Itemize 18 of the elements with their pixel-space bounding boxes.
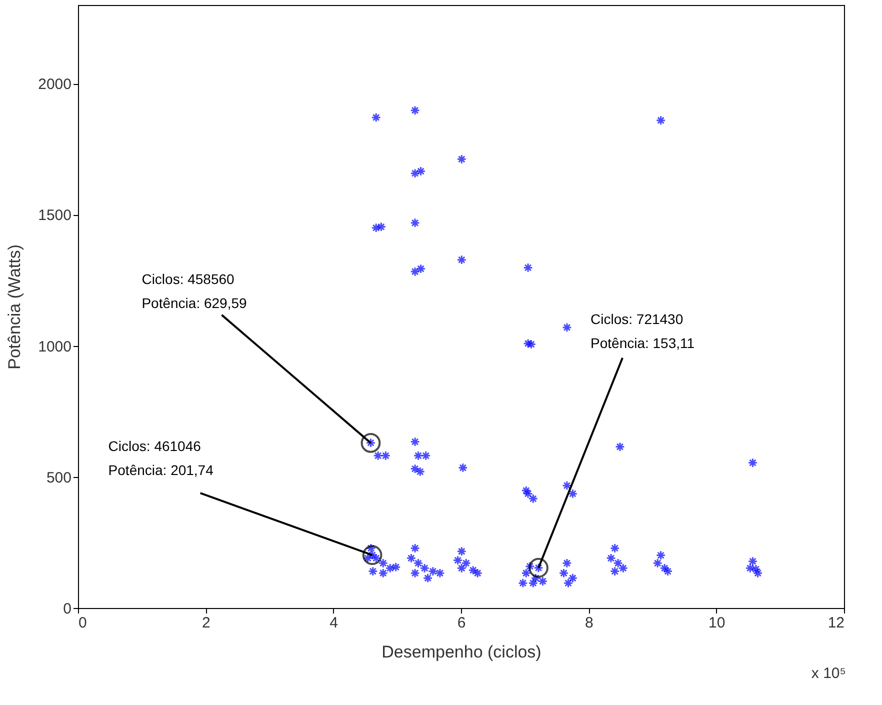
x-tick-label: 10 xyxy=(708,614,726,632)
x-tick-label: 12 xyxy=(828,614,844,632)
y-tick-label: 0 xyxy=(63,600,72,618)
annotation: Ciclos: 461046 Potência: 201,74 xyxy=(108,438,214,478)
y-tick-label: 1500 xyxy=(38,207,72,224)
x-tick-label: 4 xyxy=(330,614,338,632)
y-tick-label: 500 xyxy=(46,469,72,486)
x-tick-label: 2 xyxy=(202,614,210,632)
annotation: Ciclos: 721430 Potência: 153,11 xyxy=(590,310,695,351)
x-tick-label: 6 xyxy=(457,614,466,632)
y-axis-title: Potência (Watts) xyxy=(5,244,24,370)
y-tick-label: 2000 xyxy=(38,76,72,94)
x-axis-title: Desempenho (ciclos) xyxy=(382,642,542,662)
x-tick-label: 8 xyxy=(584,614,594,632)
text: x 10⁵ xyxy=(811,665,846,682)
y-tick-label: 1000 xyxy=(38,338,72,356)
x-tick-label: 0 xyxy=(78,614,87,632)
annotation: Ciclos: 458560 Potência: 629,59 xyxy=(142,270,248,311)
